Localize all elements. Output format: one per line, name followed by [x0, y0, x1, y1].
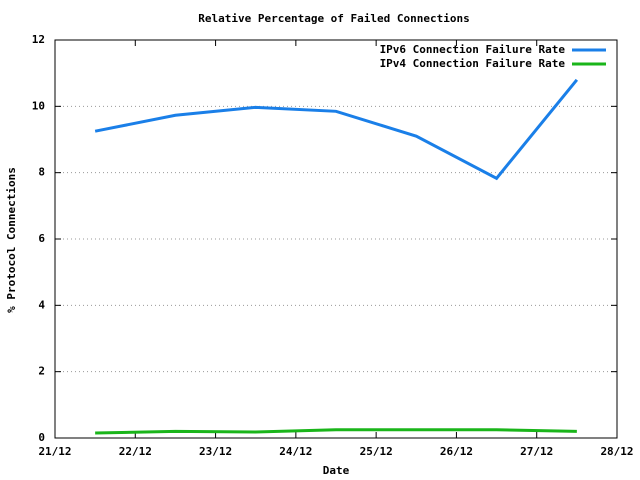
x-tick-label: 23/12	[199, 445, 232, 458]
legend-label: IPv6 Connection Failure Rate	[380, 43, 566, 56]
x-tick-label: 22/12	[119, 445, 152, 458]
y-tick-label: 8	[38, 166, 45, 179]
y-axis-label: % Protocol Connections	[5, 167, 18, 313]
legend-label: IPv4 Connection Failure Rate	[380, 57, 566, 70]
y-tick-label: 6	[38, 232, 45, 245]
x-tick-label: 28/12	[600, 445, 633, 458]
x-tick-label: 21/12	[38, 445, 71, 458]
x-axis-label: Date	[323, 464, 350, 477]
y-tick-label: 10	[32, 99, 45, 112]
chart-title: Relative Percentage of Failed Connection…	[198, 12, 470, 25]
x-tick-label: 26/12	[440, 445, 473, 458]
y-tick-label: 0	[38, 431, 45, 444]
y-tick-label: 2	[38, 365, 45, 378]
y-tick-label: 12	[32, 33, 45, 46]
data-line	[95, 428, 577, 435]
x-tick-label: 25/12	[360, 445, 393, 458]
plot-frame	[54, 39, 618, 439]
x-tick-label: 27/12	[520, 445, 553, 458]
x-tick-label: 24/12	[279, 445, 312, 458]
data-line	[94, 78, 579, 181]
y-tick-label: 4	[38, 298, 45, 311]
